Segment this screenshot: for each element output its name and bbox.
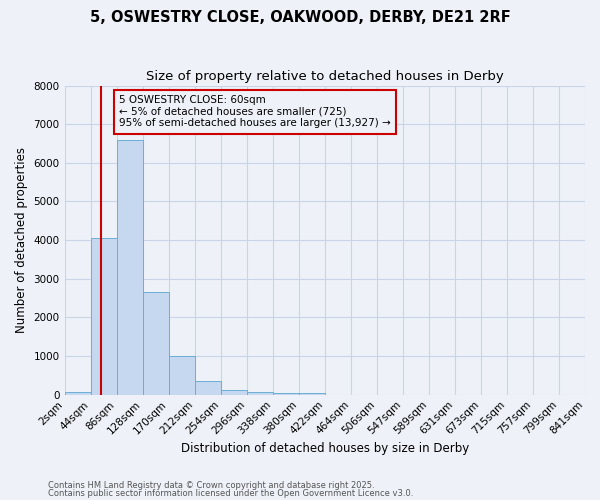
Bar xyxy=(273,393,299,394)
Text: 5, OSWESTRY CLOSE, OAKWOOD, DERBY, DE21 2RF: 5, OSWESTRY CLOSE, OAKWOOD, DERBY, DE21 … xyxy=(89,10,511,25)
Bar xyxy=(169,356,195,395)
Bar xyxy=(221,390,247,394)
Bar xyxy=(143,292,169,394)
Bar xyxy=(65,392,91,394)
Text: Contains HM Land Registry data © Crown copyright and database right 2025.: Contains HM Land Registry data © Crown c… xyxy=(48,481,374,490)
X-axis label: Distribution of detached houses by size in Derby: Distribution of detached houses by size … xyxy=(181,442,469,455)
Text: 5 OSWESTRY CLOSE: 60sqm
← 5% of detached houses are smaller (725)
95% of semi-de: 5 OSWESTRY CLOSE: 60sqm ← 5% of detached… xyxy=(119,95,391,128)
Y-axis label: Number of detached properties: Number of detached properties xyxy=(15,147,28,333)
Text: Contains public sector information licensed under the Open Government Licence v3: Contains public sector information licen… xyxy=(48,488,413,498)
Bar xyxy=(116,140,143,394)
Bar xyxy=(299,393,325,394)
Bar xyxy=(195,381,221,394)
Bar xyxy=(91,238,116,394)
Title: Size of property relative to detached houses in Derby: Size of property relative to detached ho… xyxy=(146,70,503,83)
Bar xyxy=(247,392,273,394)
